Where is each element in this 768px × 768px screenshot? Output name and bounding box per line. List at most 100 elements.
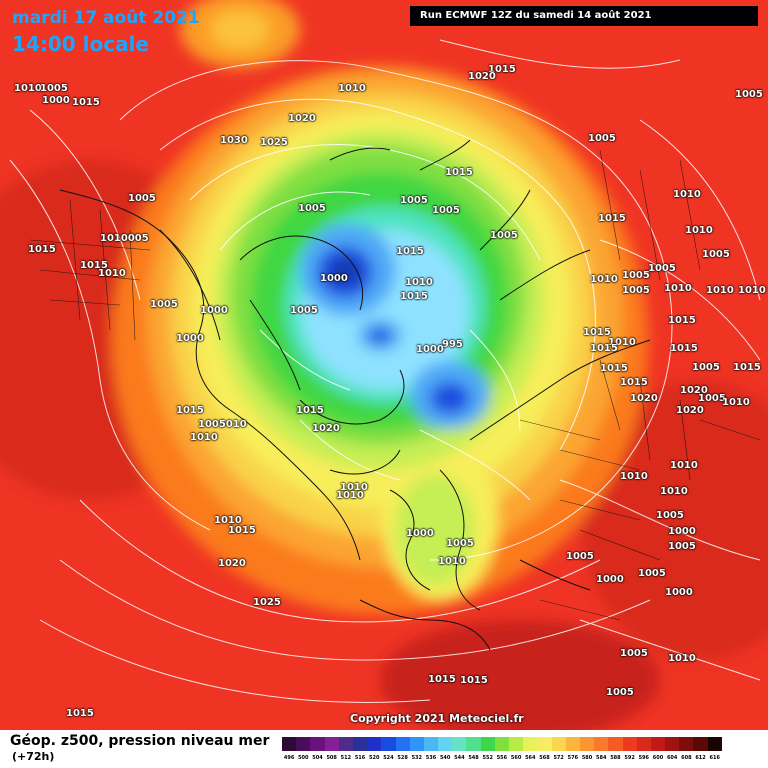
pressure-label: 1005 [638, 568, 666, 579]
pressure-label: 1010 [608, 337, 636, 348]
pressure-label: 1015 [176, 405, 204, 416]
pressure-label: 1005 [698, 393, 726, 404]
color-scale-tick: 560 [510, 755, 522, 761]
pressure-label: 1010 [340, 482, 368, 493]
pressure-label: 1010 [660, 486, 688, 497]
color-scale-tick: 528 [397, 755, 408, 761]
pressure-label: 1015 [80, 260, 108, 271]
pressure-label: 1005 [298, 203, 326, 214]
color-scale-swatch [310, 737, 325, 751]
pressure-label: 1025 [253, 597, 281, 608]
pressure-label: 1010 [706, 285, 734, 296]
pressure-label: 1005 [735, 89, 763, 100]
color-scale-tick: 540 [439, 755, 451, 761]
pressure-label: 1020 [218, 558, 246, 569]
pressure-label: 1030 [220, 135, 248, 146]
pressure-label: 1005 [490, 230, 518, 241]
color-scale-tick: 496 [283, 755, 295, 761]
pressure-label: 1000 [320, 273, 348, 284]
color-scale-swatch [494, 737, 509, 751]
pressure-label: 1010 [738, 285, 766, 296]
color-scale-swatch [665, 737, 680, 751]
geopotential-fill [0, 0, 768, 730]
pressure-label: 1005 [400, 195, 428, 206]
color-scale-swatch [707, 737, 722, 751]
pressure-label: 1015 [296, 405, 324, 416]
pressure-label: 1010 [668, 653, 696, 664]
pressure-label: 1020 [680, 385, 708, 396]
color-scale-swatch [650, 737, 666, 751]
pressure-label: 1015 [583, 327, 611, 338]
color-scale-tick: 588 [610, 755, 621, 761]
pressure-label: 1005 [622, 270, 650, 281]
color-scale-tick: 568 [539, 755, 550, 761]
coastlines [59, 139, 651, 651]
pressure-label: 1010 [438, 556, 466, 567]
pressure-label: 1010 [620, 471, 648, 482]
pressure-label: 1010 [590, 274, 618, 285]
color-scale-swatch [381, 737, 396, 751]
pressure-label: 1005 [432, 205, 460, 216]
color-scale-swatch [551, 737, 566, 751]
pressure-label: 1000 [42, 95, 70, 106]
pressure-label: 1005 [566, 551, 594, 562]
color-scale-swatch [579, 737, 595, 751]
color-scale-swatch [693, 737, 708, 751]
pressure-label: 1015 [400, 291, 428, 302]
color-scale-labels: 496 500 504 508 512 516 520 524 528 532 536 540 544 5… [282, 755, 722, 761]
color-scale-swatch [509, 737, 524, 751]
pressure-label: 1015 [670, 343, 698, 354]
pressure-label: 995 [442, 339, 463, 350]
color-scale-tick: 592 [624, 755, 635, 761]
pressure-label: 1010 [190, 432, 218, 443]
color-scale-swatch [622, 737, 637, 751]
color-scale-swatch [367, 737, 382, 751]
pressure-label: 1005 [290, 305, 318, 316]
pressure-label: 1015 [28, 244, 56, 255]
color-scale-tick: 504 [312, 755, 323, 761]
pressure-label: 1000 [176, 333, 204, 344]
pressure-label: 1010 [664, 283, 692, 294]
pressure-label: 1015 [590, 343, 618, 354]
color-scale-tick: 600 [652, 755, 664, 761]
pressure-label: 1010 [338, 83, 366, 94]
isobars [9, 39, 761, 703]
pressure-label: 1000 [665, 587, 693, 598]
color-scale-swatch [636, 737, 651, 751]
pressure-label: 1015 [668, 315, 696, 326]
color-scale-tick: 576 [567, 755, 579, 761]
pressure-label: 1005 [668, 541, 696, 552]
pressure-label: 1010 [14, 83, 42, 94]
pressure-label: 1010 [214, 515, 242, 526]
pressure-label: 1010 [673, 189, 701, 200]
pressure-label: 1005 [656, 510, 684, 521]
pressure-label: 1005 [648, 263, 676, 274]
color-scale-swatch [352, 737, 368, 751]
pressure-label: 1015 [488, 64, 516, 75]
pressure-label: 1010 [336, 490, 364, 501]
color-scale-tick: 616 [709, 755, 720, 761]
color-scale-swatch [324, 737, 339, 751]
pressure-label: 1005 [606, 687, 634, 698]
pressure-label: 1000 [416, 344, 444, 355]
pressure-label: 1020 [312, 423, 340, 434]
pressure-label: 1015 [66, 708, 94, 719]
geopotential-map [0, 0, 768, 730]
pressure-label: 1015 [600, 363, 628, 374]
pressure-label: 1020 [468, 71, 496, 82]
pressure-label: 1010005 [100, 233, 149, 244]
pressure-label: 1015 [428, 674, 456, 685]
pressure-label: 1015 [620, 377, 648, 388]
pressure-label: 1020 [676, 405, 704, 416]
color-scale-tick: 548 [468, 755, 479, 761]
pressure-label: 1010 [722, 397, 750, 408]
pressure-label: 1015 [445, 167, 473, 178]
color-scale-tick: 524 [383, 755, 394, 761]
color-scale-swatch [480, 737, 495, 751]
pressure-label: 1005 [622, 285, 650, 296]
pressure-label: 1000 [406, 528, 434, 539]
pressure-label: 1015 [72, 97, 100, 108]
run-info-banner: Run ECMWF 12Z du samedi 14 août 2021 [410, 6, 758, 26]
color-scale-swatch [466, 737, 481, 751]
color-scale-tick: 572 [553, 755, 564, 761]
